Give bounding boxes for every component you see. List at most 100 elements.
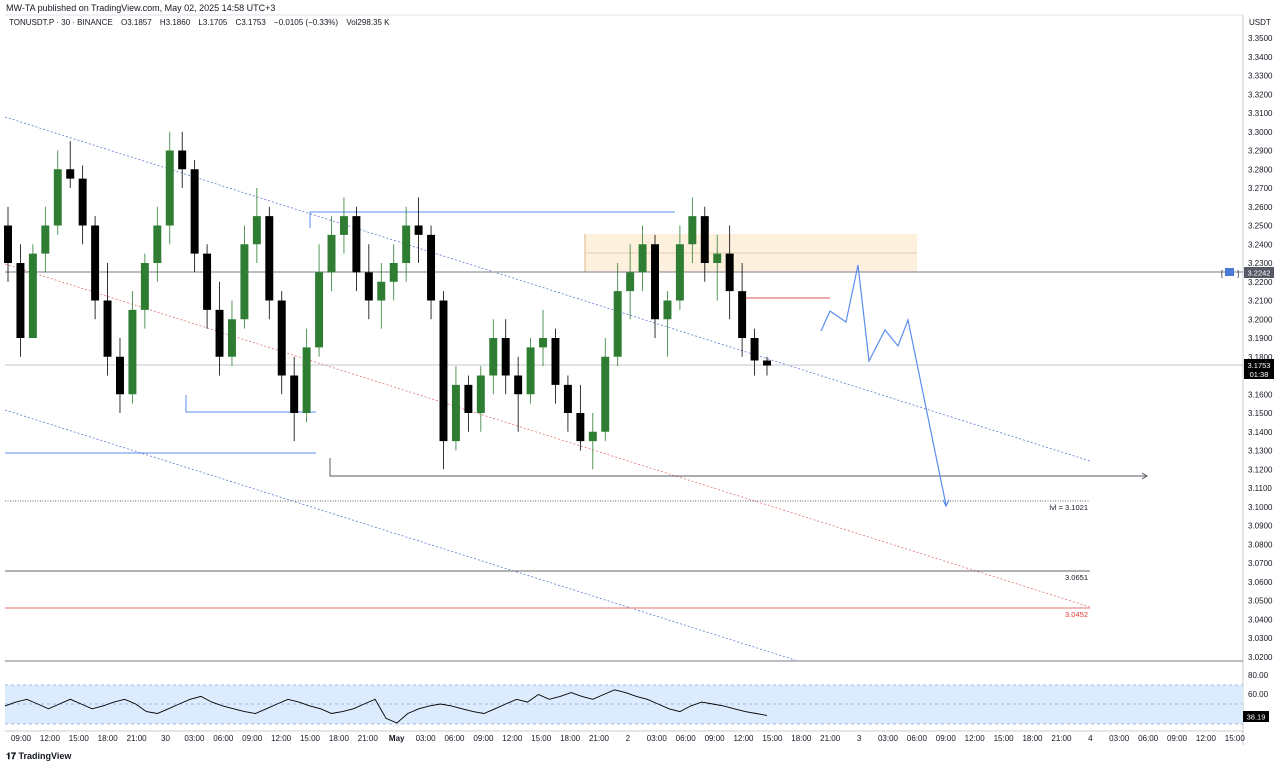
price-tick-label: 3.1600	[1248, 390, 1273, 399]
alert-price-tag[interactable]	[1244, 267, 1274, 278]
candle-body[interactable]	[489, 338, 498, 376]
channel-middle-line[interactable]	[4, 263, 1091, 608]
candle-body[interactable]	[663, 300, 672, 320]
candle-body[interactable]	[165, 150, 174, 226]
alert-bracket-right: ]	[1237, 269, 1239, 278]
candle-body[interactable]	[451, 384, 460, 442]
candle-body[interactable]	[265, 216, 274, 301]
candle-body[interactable]	[539, 338, 548, 348]
time-tick-label: 15:00	[531, 734, 552, 743]
candle-body[interactable]	[140, 263, 149, 310]
time-tick-label: 03:00	[416, 734, 437, 743]
candle-body[interactable]	[377, 281, 386, 301]
candle-body[interactable]	[290, 375, 299, 414]
symbol-legend[interactable]: TONUSDT.P · 30 · BINANCE O3.1857 H3.1860…	[9, 18, 395, 28]
price-tick-label: 3.2100	[1248, 297, 1273, 306]
candle-body[interactable]	[675, 244, 684, 301]
candle-body[interactable]	[190, 169, 199, 254]
candle-body[interactable]	[613, 291, 622, 357]
candle-body[interactable]	[389, 263, 398, 282]
candle-body[interactable]	[252, 216, 261, 245]
candle-body[interactable]	[103, 300, 112, 357]
candle-body[interactable]	[501, 338, 510, 376]
candle-body[interactable]	[16, 263, 25, 338]
channel-upper-line[interactable]	[4, 116, 1091, 462]
time-tick-label: 15:00	[1225, 734, 1246, 743]
candle-body[interactable]	[526, 347, 535, 395]
symbol-name[interactable]: TONUSDT.P · 30 · BINANCE	[9, 18, 113, 27]
candle-body[interactable]	[750, 338, 759, 361]
price-tick-label: 3.2800	[1248, 165, 1273, 174]
candle-body[interactable]	[738, 291, 747, 338]
candle-body[interactable]	[626, 272, 635, 292]
time-tick-label: 3	[857, 734, 862, 743]
candle-body[interactable]	[339, 216, 348, 235]
candle-body[interactable]	[713, 253, 722, 263]
candle-body[interactable]	[240, 244, 249, 320]
swing-low-line[interactable]	[185, 395, 316, 413]
projection-path[interactable]	[820, 264, 947, 506]
alert-icon[interactable]	[1225, 268, 1234, 276]
rsi-value-tag[interactable]	[1243, 711, 1269, 722]
candle-body[interactable]	[601, 356, 610, 432]
price-tick-label: 3.1300	[1248, 447, 1273, 456]
candle-body[interactable]	[464, 384, 473, 413]
candle-body[interactable]	[588, 431, 597, 442]
candle-body[interactable]	[576, 413, 585, 442]
time-axis[interactable]: 09:00 12:00 15:00 18:00 21:00 30 03:00 06:00 09:…	[11, 734, 1245, 743]
candle-body[interactable]	[427, 234, 436, 301]
candle-body[interactable]	[215, 309, 224, 357]
candle-body[interactable]	[153, 225, 162, 264]
candle-body[interactable]	[514, 375, 523, 395]
candle-body[interactable]	[302, 347, 311, 413]
candle-series[interactable]	[4, 131, 771, 470]
candle-body[interactable]	[763, 360, 771, 366]
candle-body[interactable]	[439, 300, 448, 442]
price-tick-label: 3.2200	[1248, 278, 1273, 287]
candle-body[interactable]	[638, 244, 647, 273]
rsi-level-80: 80.00	[1248, 671, 1269, 680]
candle-body[interactable]	[315, 272, 324, 348]
candle-body[interactable]	[551, 338, 560, 385]
time-tick-label: 30	[161, 734, 170, 743]
time-tick-label: 12:00	[1196, 734, 1217, 743]
candle-body[interactable]	[203, 253, 212, 310]
channel-lower-line[interactable]	[4, 409, 796, 661]
candle-body[interactable]	[178, 150, 187, 170]
range-low-ray[interactable]	[329, 458, 1147, 477]
candle-body[interactable]	[28, 253, 37, 338]
candle-body[interactable]	[4, 225, 12, 264]
candle-body[interactable]	[725, 253, 734, 292]
candle-body[interactable]	[53, 169, 62, 226]
candle-body[interactable]	[651, 244, 659, 320]
candle-body[interactable]	[352, 216, 361, 273]
candle-body[interactable]	[128, 309, 137, 395]
tradingview-brand: TradingView	[18, 751, 72, 761]
candle-body[interactable]	[327, 234, 336, 273]
last-price-tag[interactable]	[1244, 359, 1274, 379]
candle-body[interactable]	[91, 225, 100, 301]
price-tick-label: 3.1200	[1248, 465, 1273, 474]
price-axis[interactable]: 3.3500 3.3400 3.3300 3.3200 3.3100 3.3000 3.29…	[1248, 34, 1273, 662]
candle-body[interactable]	[277, 300, 286, 376]
candle-body[interactable]	[476, 375, 485, 414]
candle-body[interactable]	[227, 319, 236, 357]
candle-body[interactable]	[78, 178, 87, 226]
candle-body[interactable]	[414, 225, 423, 235]
candle-body[interactable]	[66, 169, 75, 179]
price-tick-label: 3.3500	[1248, 34, 1273, 43]
rsi-value-text: 38.19	[1247, 713, 1266, 722]
tradingview-logo[interactable]: 𝟏𝟕 TradingView	[6, 750, 71, 762]
candle-body[interactable]	[402, 225, 411, 264]
candle-body[interactable]	[700, 216, 709, 263]
swing-high-line[interactable]	[309, 211, 675, 228]
candle-body[interactable]	[41, 225, 50, 254]
candle-body[interactable]	[364, 272, 373, 301]
projection-arrow-icon	[942, 499, 950, 508]
candle-body[interactable]	[688, 216, 697, 245]
candle-body[interactable]	[563, 384, 572, 413]
rsi-line[interactable]	[4, 689, 768, 724]
price-tick-label: 3.2900	[1248, 147, 1273, 156]
candle-body[interactable]	[116, 356, 124, 395]
